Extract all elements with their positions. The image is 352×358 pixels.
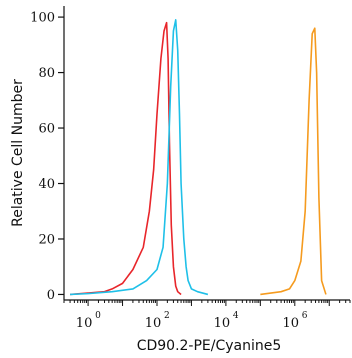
x-axis-title: CD90.2-PE/Cyanine5	[137, 338, 282, 354]
y-tick-label: 0	[47, 288, 55, 303]
y-tick-label: 40	[38, 177, 55, 192]
series-line-3	[260, 27, 327, 296]
series-line-1	[70, 21, 182, 296]
x-tick-label: 10	[214, 316, 231, 331]
x-tick-label: 10	[145, 316, 162, 331]
x-tick-label: 10	[76, 316, 93, 331]
y-tick-label: 20	[38, 232, 55, 247]
series-line-2	[70, 19, 209, 296]
x-axis-ticks: 10 0 10 2 10 4 10 6	[63, 300, 351, 331]
x-tick-label: 10	[283, 316, 300, 331]
series-layer	[70, 19, 327, 296]
x-tick-exponent: 6	[302, 311, 308, 321]
x-tick-exponent: 0	[95, 311, 101, 321]
x-tick-exponent: 2	[164, 311, 170, 321]
x-tick-exponent: 4	[233, 311, 239, 321]
y-tick-label: 60	[38, 122, 55, 137]
y-axis-title: Relative Cell Number	[10, 79, 26, 227]
y-tick-label: 80	[38, 66, 55, 81]
y-axis-ticks: 0 20 40 60 80 100	[30, 11, 64, 303]
y-tick-label: 100	[30, 11, 55, 26]
